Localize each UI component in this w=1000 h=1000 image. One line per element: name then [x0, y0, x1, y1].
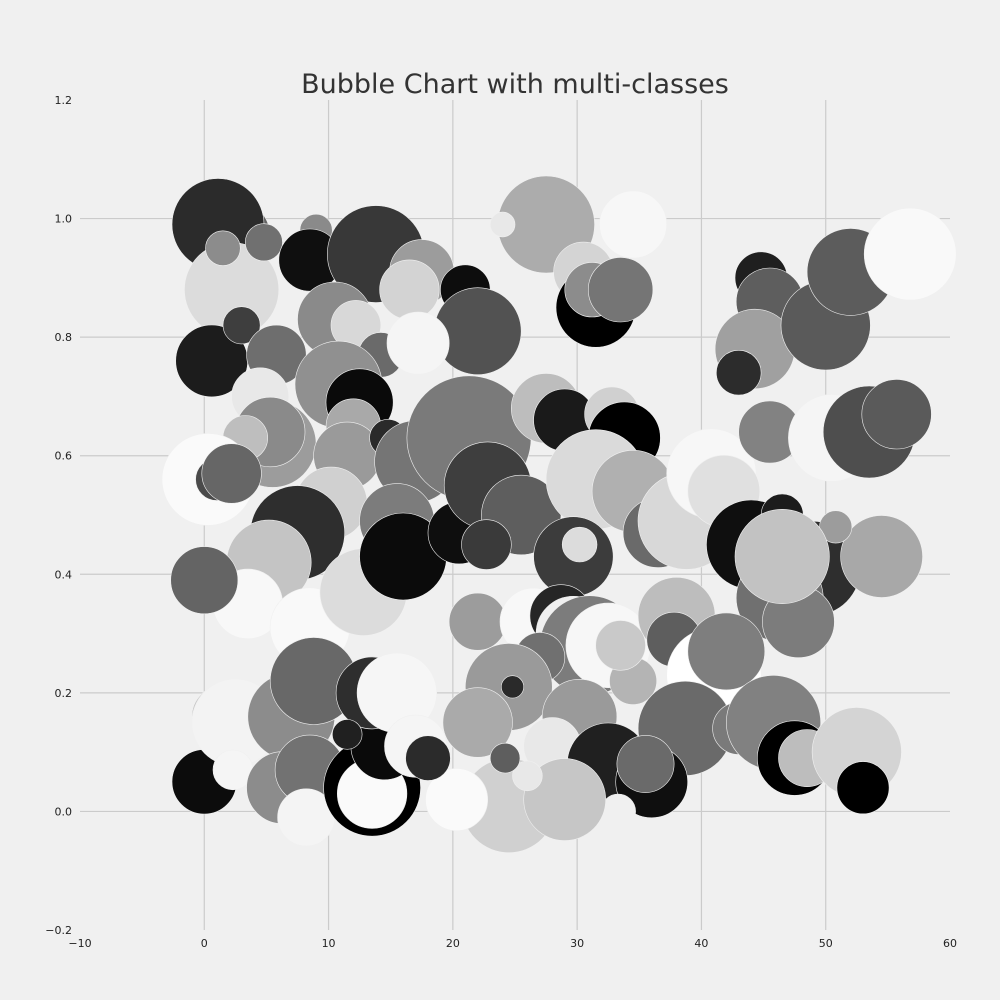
x-tick-label: 30 — [570, 937, 584, 950]
bubble-point — [205, 230, 241, 266]
bubble-point — [840, 515, 923, 598]
bubble-point — [461, 519, 512, 570]
bubble-point — [442, 687, 513, 758]
bubble-point — [244, 223, 283, 262]
bubble-point — [201, 443, 262, 504]
bubble-point — [500, 675, 524, 699]
bubble-point — [734, 508, 830, 604]
y-tick-label: 0.4 — [55, 568, 73, 581]
bubble-point — [433, 287, 522, 376]
x-tick-label: 10 — [322, 937, 336, 950]
y-tick-label: 0.2 — [55, 687, 73, 700]
bubble-point — [379, 259, 440, 320]
bubble-point — [561, 526, 598, 563]
bubble-point — [587, 257, 654, 323]
bubble-point — [861, 379, 932, 450]
bubble-point — [687, 612, 766, 691]
axis-ticks: −10 0 10 20 30 40 50 60 −0.2 0.0 0.2 0.4 0.6 0.8 1.0 1.… — [45, 94, 957, 950]
bubble-point — [405, 735, 451, 781]
bubble-point — [715, 350, 762, 396]
bubble-point — [386, 311, 450, 375]
bubble-point — [600, 793, 636, 830]
bubble-point — [599, 190, 667, 259]
bubble-point — [222, 306, 261, 345]
y-tick-label: 1.0 — [55, 213, 73, 226]
x-tick-label: 20 — [446, 937, 460, 950]
x-tick-label: 40 — [694, 937, 708, 950]
bubble-point — [448, 592, 507, 651]
x-tick-label: 50 — [819, 937, 833, 950]
bubble-point — [512, 760, 543, 792]
x-tick-label: 60 — [943, 937, 957, 950]
y-tick-label: −0.2 — [45, 924, 72, 937]
bubble-point — [595, 620, 646, 671]
chart-title: Bubble Chart with multi-classes — [301, 69, 729, 100]
bubble-point — [819, 510, 853, 544]
x-tick-label: 0 — [201, 937, 208, 950]
bubble-point — [863, 207, 957, 301]
y-tick-label: 0.8 — [55, 331, 73, 344]
bubble-point — [332, 719, 363, 750]
bubble-series — [161, 175, 957, 853]
bubble-point — [489, 742, 521, 774]
x-tick-label: −10 — [68, 937, 91, 950]
y-tick-label: 1.2 — [55, 94, 73, 107]
y-tick-label: 0.0 — [55, 805, 73, 818]
bubble-point — [489, 211, 516, 238]
bubble-point — [523, 758, 607, 841]
bubble-point — [170, 546, 239, 615]
bubble-point — [836, 761, 890, 815]
y-tick-label: 0.6 — [55, 450, 73, 463]
bubble-point — [425, 768, 489, 832]
bubble-point — [616, 735, 675, 793]
